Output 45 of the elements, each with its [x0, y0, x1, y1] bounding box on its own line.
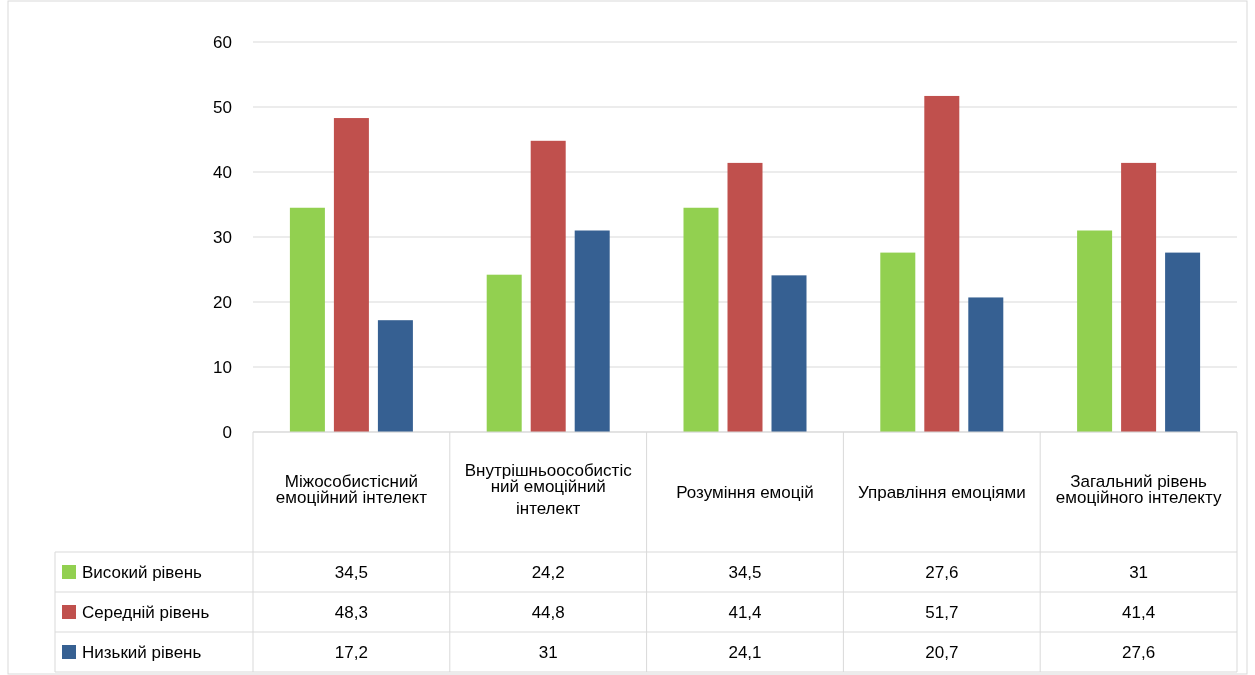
legend-label: Високий рівень: [82, 562, 203, 582]
data-label: 31: [538, 642, 558, 662]
bar: [574, 230, 610, 432]
y-tick-label: 0: [222, 422, 232, 442]
y-tick-label: 20: [213, 292, 232, 312]
data-label: 24,1: [728, 642, 762, 662]
bar: [530, 140, 566, 432]
y-tick-label: 50: [213, 97, 232, 117]
data-label: 41,4: [1122, 602, 1156, 622]
data-label: 24,2: [531, 562, 565, 582]
bar: [377, 320, 413, 432]
x-tick-label: Розуміння емоцій: [676, 482, 814, 502]
bar: [1077, 230, 1113, 432]
y-tick-label: 10: [213, 357, 232, 377]
x-tick-label: Внутрішньоособистісний емоційний інтелект: [464, 460, 633, 518]
bar: [880, 252, 916, 432]
data-label: 20,7: [925, 642, 959, 662]
bar: [968, 297, 1004, 432]
x-tick-label: Міжособистісний емоційний інтелект: [275, 471, 428, 507]
x-tick-label: Управління емоціями: [857, 482, 1026, 502]
bar: [727, 162, 763, 432]
bar: [683, 207, 719, 432]
y-tick-label: 60: [213, 32, 232, 52]
x-tick-label: Загальний рівень емоційного інтелекту: [1055, 471, 1222, 507]
data-label: 17,2: [334, 642, 368, 662]
y-tick-label: 40: [213, 162, 232, 182]
data-label: 41,4: [728, 602, 762, 622]
bar: [289, 207, 325, 432]
data-label: 48,3: [334, 602, 368, 622]
legend-label: Низький рівень: [82, 642, 202, 662]
data-label: 27,6: [1122, 642, 1156, 662]
data-label: 44,8: [531, 602, 565, 622]
data-label: 34,5: [334, 562, 368, 582]
bar: [486, 274, 522, 432]
legend-label: Середній рівень: [82, 602, 210, 622]
bar: [1165, 252, 1201, 432]
data-label: 51,7: [925, 602, 959, 622]
bar: [924, 95, 960, 432]
y-tick-label: 30: [213, 227, 232, 247]
bar: [771, 275, 807, 432]
data-label: 31: [1129, 562, 1149, 582]
bar: [333, 118, 369, 432]
data-label: 27,6: [925, 562, 959, 582]
data-label: 34,5: [728, 562, 762, 582]
bar: [1121, 162, 1157, 432]
